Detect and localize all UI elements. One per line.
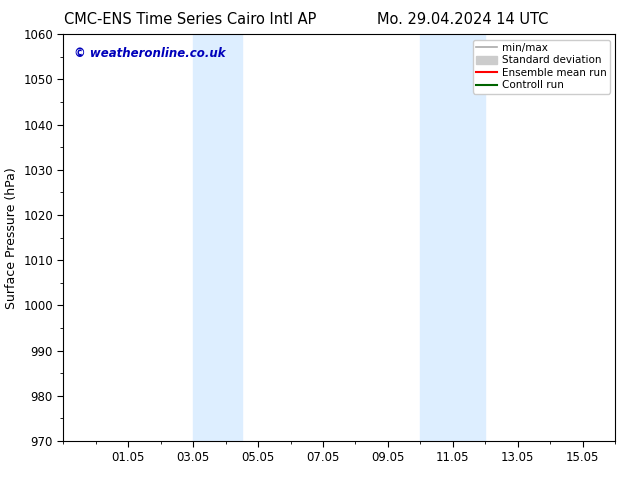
Bar [193, 34, 242, 441]
Text: © weatheronline.co.uk: © weatheronline.co.uk [74, 47, 226, 59]
Y-axis label: Surface Pressure (hPa): Surface Pressure (hPa) [4, 167, 18, 309]
Legend: min/max, Standard deviation, Ensemble mean run, Controll run: min/max, Standard deviation, Ensemble me… [473, 40, 610, 94]
Text: Mo. 29.04.2024 14 UTC: Mo. 29.04.2024 14 UTC [377, 12, 548, 27]
Text: CMC-ENS Time Series Cairo Intl AP: CMC-ENS Time Series Cairo Intl AP [64, 12, 316, 27]
Bar [420, 34, 485, 441]
